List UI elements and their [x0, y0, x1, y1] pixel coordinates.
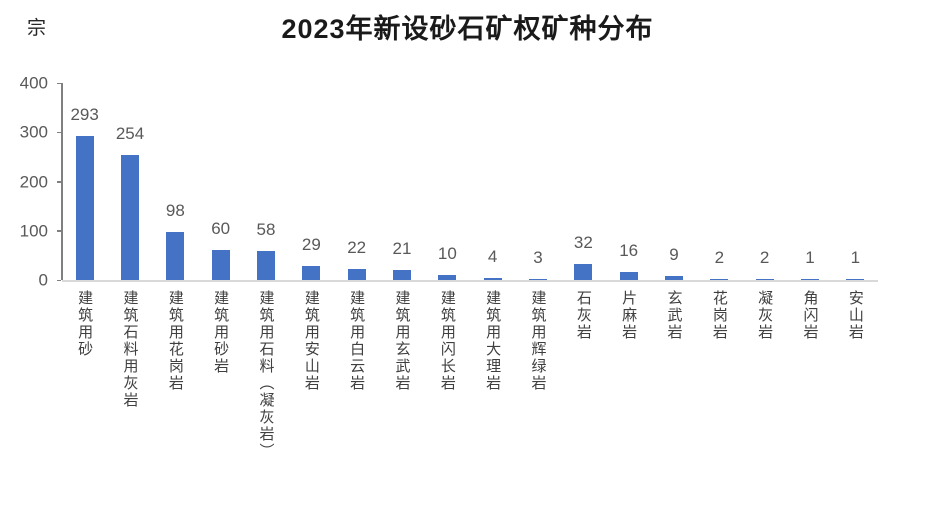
y-tick-label: 0 — [38, 270, 48, 290]
bar-value-label: 3 — [533, 247, 543, 267]
bar — [75, 135, 94, 280]
bar — [529, 278, 547, 280]
bar-value-label: 293 — [70, 104, 99, 124]
bar — [121, 154, 139, 280]
bar-value-label: 2 — [714, 247, 725, 267]
y-axis-line — [61, 83, 63, 280]
category-label: 石灰岩 — [574, 290, 592, 341]
bar-value-label: 254 — [115, 123, 145, 143]
bar-value-label: 60 — [211, 219, 231, 239]
bar — [302, 265, 321, 280]
bar — [846, 278, 865, 280]
bar — [710, 278, 729, 280]
bar-value-label: 58 — [256, 220, 276, 240]
bar — [574, 264, 593, 280]
bar — [347, 269, 366, 280]
category-label: 建筑用大理岩 — [484, 290, 502, 392]
bar — [257, 251, 275, 280]
bar-value-label: 1 — [805, 247, 815, 267]
bar — [438, 275, 457, 280]
chart-title: 2023年新设砂石矿权矿种分布 — [281, 14, 654, 44]
bar — [483, 278, 502, 280]
category-label: 花岗岩 — [710, 290, 728, 341]
category-label: 片麻岩 — [620, 290, 638, 341]
category-label: 建筑用砂 — [76, 290, 94, 358]
bar — [393, 269, 411, 280]
category-label: 安山岩 — [846, 290, 864, 341]
y-tick-mark — [57, 181, 61, 183]
category-label: 建筑用安山岩 — [302, 290, 320, 392]
y-tick-label: 400 — [19, 73, 48, 93]
bar-value-label: 16 — [619, 241, 639, 261]
x-axis-line — [62, 280, 878, 282]
bar-value-label: 32 — [573, 233, 593, 253]
bar-value-label: 4 — [487, 247, 498, 267]
category-label: 建筑用辉绿岩 — [529, 290, 547, 392]
bar — [619, 272, 638, 280]
bar-value-label: 22 — [347, 238, 367, 258]
bar — [755, 278, 774, 280]
y-tick-label: 300 — [19, 122, 48, 142]
bar-value-label: 10 — [437, 244, 457, 264]
bar-value-label: 29 — [301, 234, 321, 254]
bar — [166, 231, 185, 280]
y-tick-label: 100 — [19, 221, 48, 241]
bar-value-label: 1 — [850, 247, 861, 267]
bar-value-label: 9 — [669, 244, 679, 264]
category-label: 玄武岩 — [665, 290, 683, 341]
bar — [211, 250, 230, 280]
category-label: 建筑用闪长岩 — [438, 290, 456, 392]
category-label: 建筑用砂岩 — [212, 290, 230, 375]
category-label: 建筑用玄武岩 — [393, 290, 411, 392]
category-label: 建筑用花岗岩 — [166, 290, 184, 392]
bar — [665, 275, 683, 280]
bar-value-label: 98 — [165, 200, 185, 220]
y-tick-mark — [57, 279, 61, 281]
bar — [801, 278, 819, 280]
bar-value-label: 2 — [759, 247, 770, 267]
y-tick-label: 200 — [19, 172, 48, 191]
bar-value-label: 21 — [392, 238, 412, 258]
y-axis-unit-label: 宗 — [27, 18, 47, 39]
category-label: 建筑用石料（凝灰岩） — [257, 290, 275, 460]
y-tick-mark — [57, 131, 61, 134]
category-label: 凝灰岩 — [756, 290, 774, 341]
y-tick-mark — [57, 230, 61, 232]
y-tick-mark — [57, 82, 61, 84]
category-label: 建筑用白云岩 — [348, 290, 366, 392]
category-label: 建筑石料用灰岩 — [121, 290, 139, 409]
category-label: 角闪岩 — [801, 290, 819, 341]
